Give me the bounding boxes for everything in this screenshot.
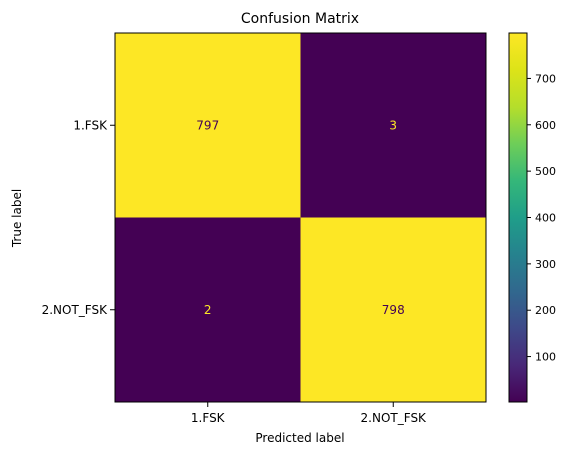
x-axis-label: Predicted label [255, 431, 344, 445]
plot-frame [114, 32, 487, 403]
heatmap-cell [115, 217, 301, 402]
colorbar [508, 32, 528, 403]
colorbar-tick-label: 100 [535, 351, 556, 364]
y-tick-label: 2.NOT_FSK [42, 303, 109, 317]
heatmap-cells: 797 3 2 798 [115, 33, 486, 402]
colorbar-tick-label: 200 [535, 304, 556, 317]
y-tick-labels: 1.FSK 2.NOT_FSK [42, 118, 115, 317]
colorbar-tick-label: 400 [535, 212, 556, 225]
cell-value-label: 2 [204, 303, 212, 317]
cell-value-label: 3 [389, 118, 397, 132]
colorbar-tick-label: 500 [535, 165, 556, 178]
cell-value-label: 798 [382, 303, 405, 317]
heatmap-cell [300, 33, 486, 218]
colorbar-tick-label: 600 [535, 119, 556, 132]
x-tick-labels: 1.FSK 2.NOT_FSK [191, 402, 427, 425]
x-tick-label: 2.NOT_FSK [361, 411, 428, 425]
chart-title: Confusion Matrix [241, 11, 359, 27]
colorbar-tick-label: 300 [535, 258, 556, 271]
heatmap-cell [115, 33, 301, 218]
colorbar-ticks: 100 200 300 400 500 600 700 [527, 72, 556, 364]
colorbar-tick-label: 700 [535, 72, 556, 85]
heatmap-cell [300, 217, 486, 402]
cell-value-label: 797 [196, 118, 219, 132]
y-tick-label: 1.FSK [73, 118, 108, 132]
x-tick-label: 1.FSK [191, 411, 226, 425]
y-axis-label: True label [10, 189, 24, 248]
